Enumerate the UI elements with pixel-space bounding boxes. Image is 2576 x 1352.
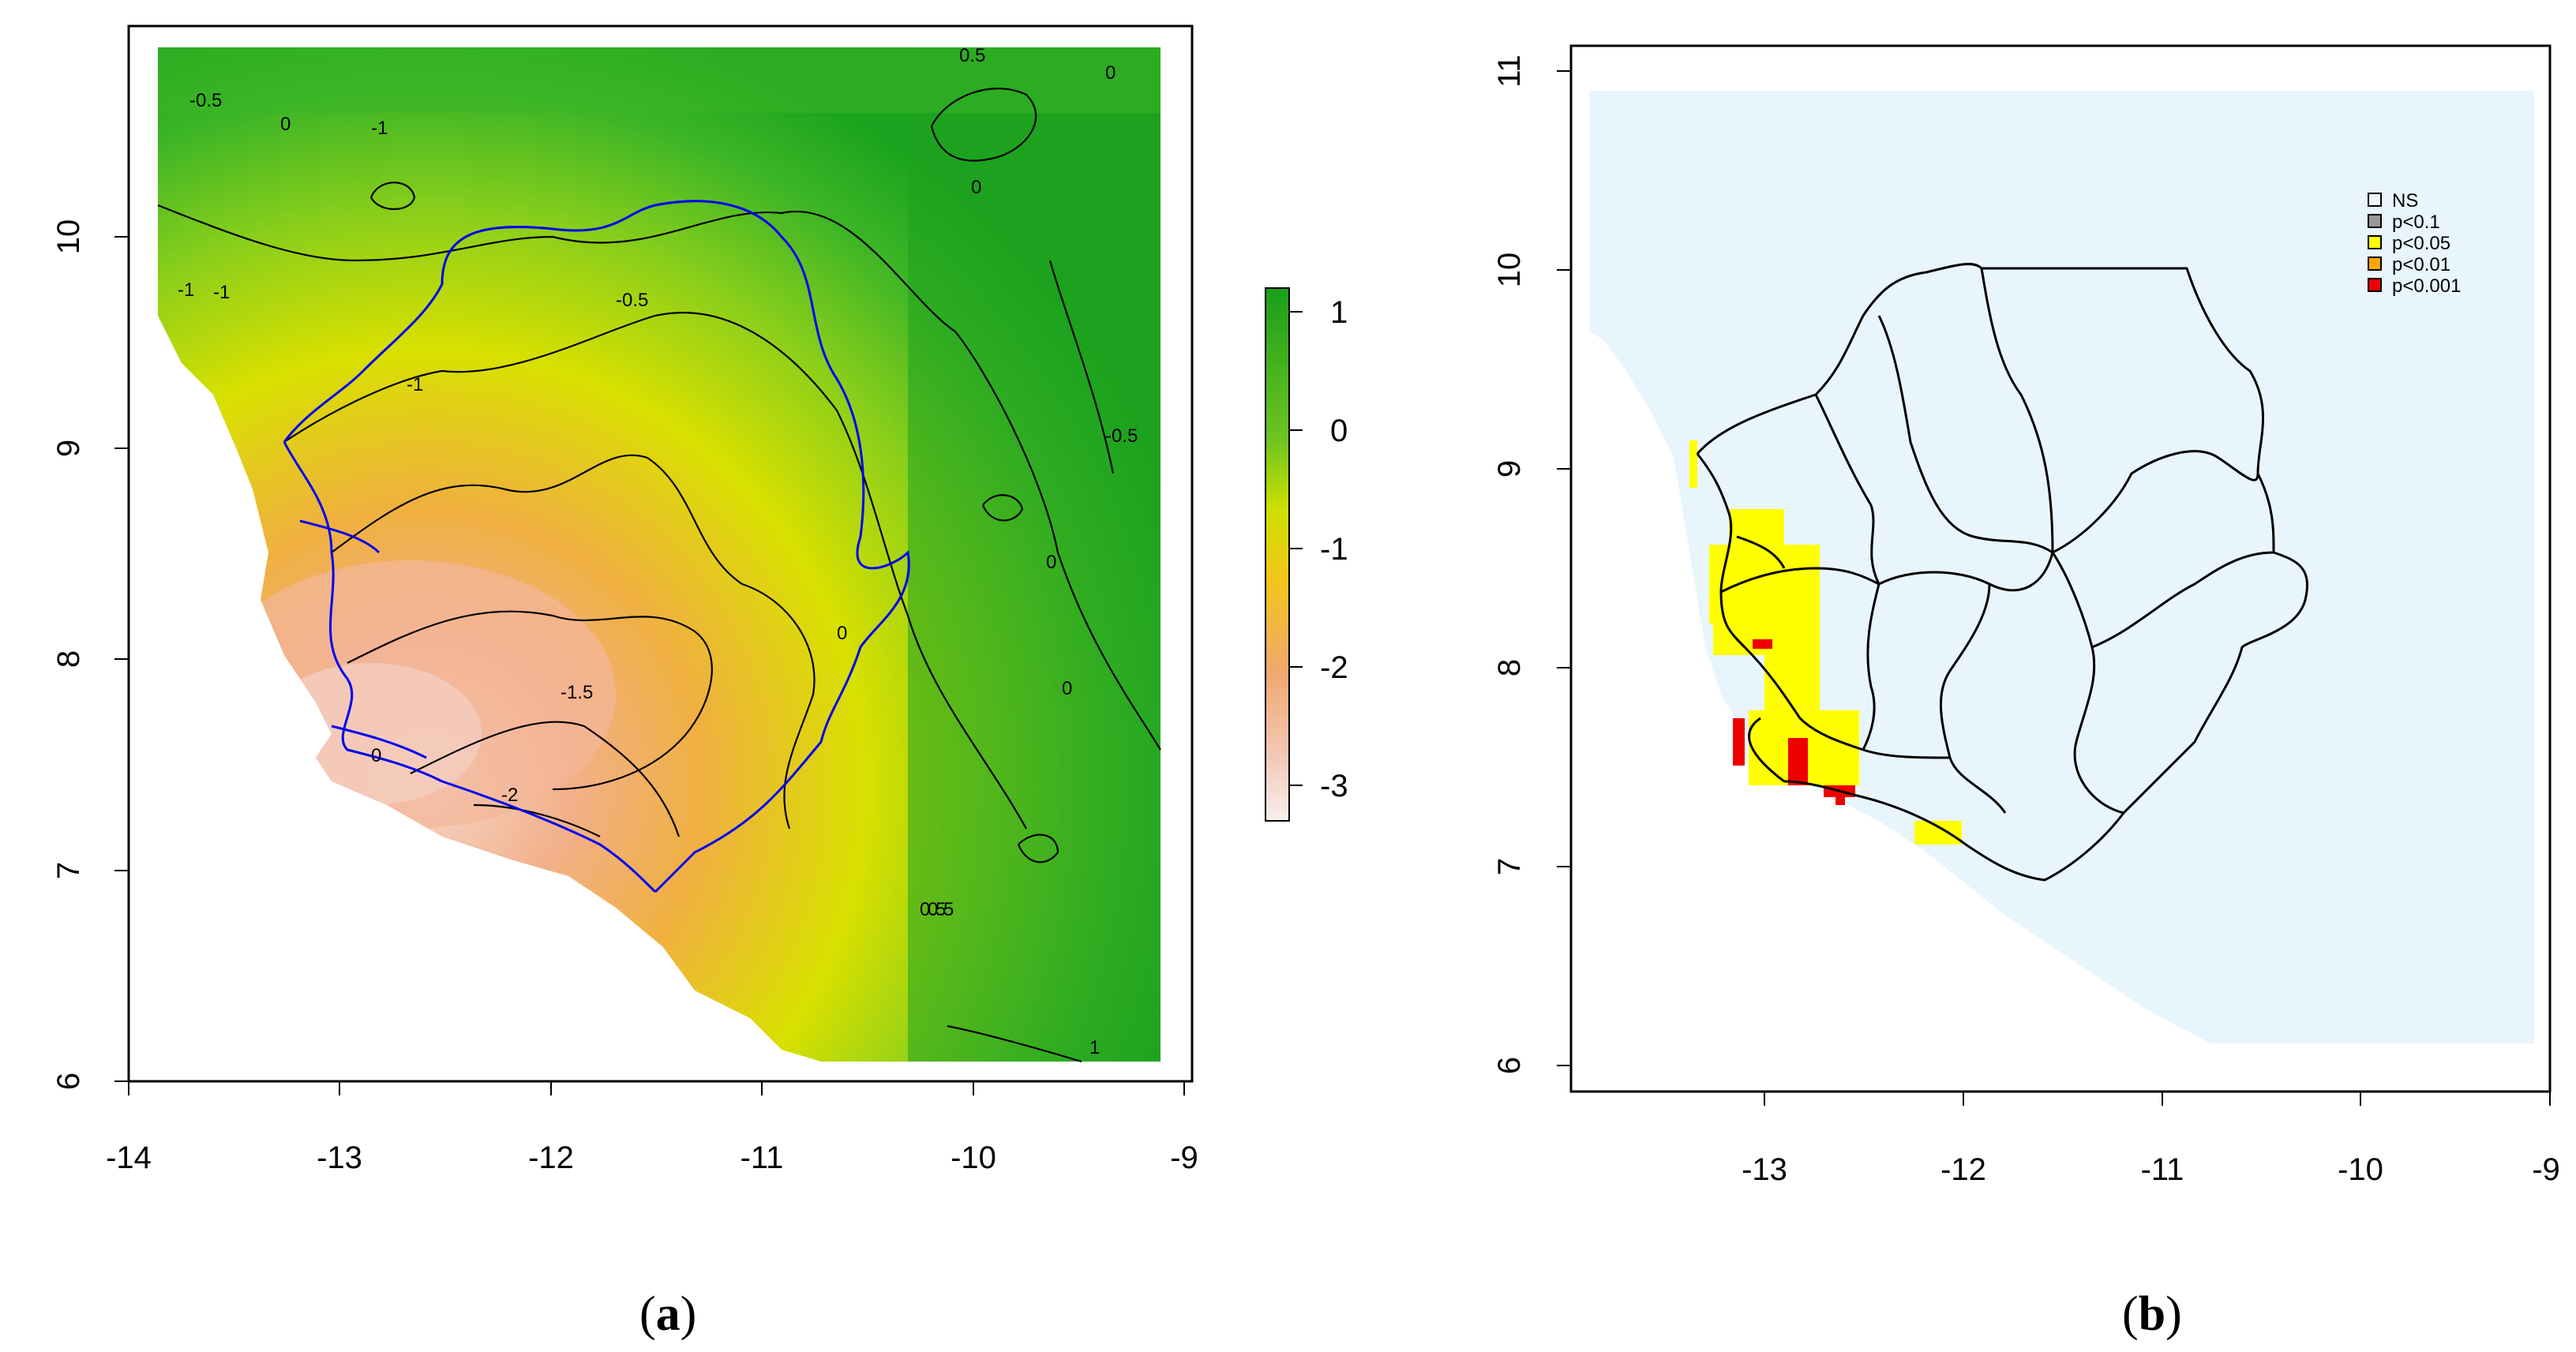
x-tick-label: -12 (1940, 1152, 1986, 1187)
colorbar-tick-label: 0 (1330, 414, 1348, 448)
contour-label: 0 (837, 623, 847, 644)
x-tick-label: -10 (951, 1140, 996, 1175)
contour-label: -1 (407, 374, 423, 395)
x-axis-b: -13 -12 -11 -10 -9 (1742, 1092, 2560, 1187)
contour-label: 0 (1062, 678, 1072, 699)
legend-item: p<0.05 (2368, 233, 2450, 254)
contour-label: 0.5 (959, 45, 985, 66)
x-tick-label: -13 (1742, 1152, 1787, 1187)
panel-a: 0.5 0 -0.5 -1 0 -1 0 -0.5 -1 -0.5 0.5 0 … (51, 24, 1348, 1341)
x-tick-label: -11 (741, 1140, 784, 1175)
legend-label: p<0.01 (2392, 254, 2450, 275)
x-tick-label: -11 (2141, 1152, 2184, 1187)
legend-label: NS (2392, 190, 2418, 212)
y-tick-label: 10 (51, 219, 86, 255)
contour-labels: 0.5 0 -0.5 -1 0 -1 0 -0.5 -1 -0.5 0.5 0 … (178, 45, 1138, 1058)
contour-lines (157, 88, 1161, 1063)
contour-label: -1 (213, 282, 230, 303)
legend-label: p<0.05 (2392, 233, 2450, 254)
legend-item: p<0.1 (2368, 212, 2440, 233)
caption-a: (a) (639, 1287, 696, 1341)
significance-cells (1689, 440, 1962, 845)
contour-label: -1.5 (561, 682, 593, 703)
caption-b: (b) (2122, 1287, 2182, 1341)
contour-label: -1 (371, 118, 388, 139)
contour-label: 0 (371, 745, 381, 766)
legend: NS p<0.1 p<0.05 p<0.01 p<0.001 (2368, 190, 2461, 297)
colorbar-tick-label: -2 (1320, 650, 1348, 685)
y-tick-label: 6 (1492, 1057, 1527, 1074)
colorbar-tick-label: -3 (1320, 769, 1348, 803)
y-tick-label: 9 (1492, 460, 1527, 478)
caption-letter: b (2139, 1287, 2165, 1341)
y-tick-label: 6 (51, 1073, 86, 1090)
legend-label: p<0.001 (2392, 275, 2461, 297)
contour-label: 0 (280, 114, 291, 135)
x-tick-label: -12 (528, 1140, 574, 1175)
y-tick-label: 7 (51, 862, 86, 879)
colorbar-tick-label: -1 (1320, 532, 1348, 567)
x-tick-label: -10 (2338, 1152, 2383, 1187)
y-tick-label: 8 (1492, 659, 1527, 676)
x-axis-a: -14 -13 -12 -11 -10 -9 (106, 1080, 1198, 1175)
legend-label: p<0.1 (2392, 212, 2440, 233)
contour-label: -1 (178, 279, 194, 301)
legend-item: NS (2368, 190, 2418, 212)
x-tick-label: -9 (1170, 1140, 1198, 1175)
contour-label: 0 (971, 177, 981, 198)
caption-letter: a (656, 1287, 681, 1341)
contour-label: -0.5 (189, 90, 222, 111)
y-axis-a: 6 7 8 9 10 (51, 219, 129, 1090)
raster-surface (158, 47, 1161, 1062)
contour-label: 0.5 (920, 899, 946, 920)
district-boundaries (1696, 263, 2309, 882)
contour-label: -0.5 (616, 290, 648, 311)
legend-item: p<0.001 (2368, 275, 2461, 297)
y-tick-label: 10 (1492, 253, 1527, 288)
panel-b-frame (1569, 44, 2552, 1093)
y-tick-label: 8 (51, 650, 86, 668)
panel-b: NS p<0.1 p<0.05 p<0.01 p<0.001 (1492, 44, 2560, 1341)
colorbar: 1 0 -1 -2 -3 (1265, 287, 1348, 822)
x-tick-label: -9 (2532, 1152, 2560, 1187)
x-tick-label: -14 (106, 1140, 152, 1175)
y-tick-label: 9 (51, 440, 86, 457)
y-tick-label: 11 (1492, 54, 1527, 88)
svg-text:(a): (a) (639, 1287, 696, 1341)
x-tick-label: -13 (317, 1140, 362, 1175)
contour-label: 0.5 (928, 899, 954, 920)
contour-label: -2 (501, 785, 518, 806)
y-tick-label: 7 (1492, 858, 1527, 875)
contour-label: -0.5 (1105, 425, 1138, 447)
y-axis-b: 6 7 8 9 10 11 (1492, 54, 1571, 1074)
boundary-lines (283, 200, 910, 893)
legend-item: p<0.01 (2368, 254, 2450, 275)
colorbar-tick-label: 1 (1330, 295, 1348, 330)
contour-label: 0 (1105, 62, 1116, 84)
svg-text:(b): (b) (2122, 1287, 2182, 1341)
contour-label: 1 (1089, 1037, 1100, 1058)
contour-label: 0 (1046, 552, 1056, 573)
